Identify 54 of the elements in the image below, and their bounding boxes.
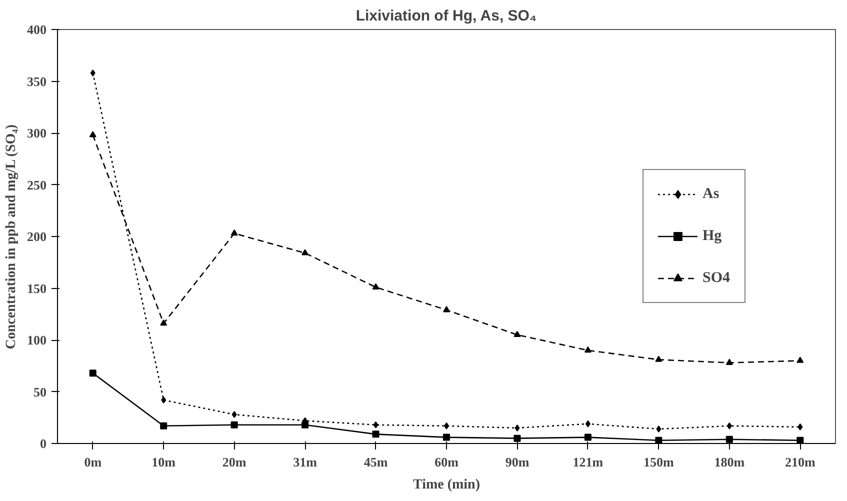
- point: [232, 411, 237, 418]
- legend-label: SO4: [702, 270, 730, 286]
- point: [90, 69, 96, 76]
- point: [726, 422, 732, 430]
- point: [726, 436, 733, 443]
- y-tick-label: 0: [40, 436, 46, 451]
- point: [514, 330, 521, 338]
- x-tick-label: 10m: [152, 454, 176, 470]
- x-tick-label: 0m: [84, 454, 102, 470]
- point: [372, 430, 380, 438]
- point: [161, 396, 166, 404]
- y-tick-label: 50: [34, 384, 46, 400]
- point: [373, 421, 378, 428]
- point: [160, 422, 168, 430]
- point: [798, 423, 803, 430]
- x-tick-label: 121m: [572, 454, 604, 470]
- point: [230, 229, 238, 236]
- point: [514, 424, 520, 432]
- point: [796, 356, 804, 363]
- x-tick-label: 90m: [505, 454, 530, 470]
- y-tick-label: 400: [27, 22, 46, 37]
- point: [372, 283, 380, 290]
- point: [89, 131, 96, 138]
- x-tick-label: 45m: [364, 454, 388, 470]
- point: [584, 346, 592, 353]
- point: [230, 421, 238, 428]
- point: [655, 356, 662, 362]
- point: [514, 434, 521, 442]
- x-tick-label: 150m: [644, 454, 674, 470]
- point: [726, 358, 733, 365]
- y-tick-label: 200: [27, 229, 46, 244]
- x-axis-title: Time (min): [412, 478, 480, 492]
- y-tick-label: 250: [27, 177, 46, 192]
- legend-label: As: [702, 186, 720, 202]
- point: [443, 306, 450, 312]
- y-tick-label: 350: [27, 74, 46, 89]
- legend-label: Hg: [702, 228, 722, 244]
- point: [443, 434, 450, 441]
- x-tick-label: 180m: [714, 454, 745, 470]
- x-tick-label: 31m: [293, 454, 318, 470]
- y-tick-label: 300: [27, 126, 46, 140]
- point: [89, 370, 96, 377]
- point: [302, 249, 309, 256]
- x-tick-label: 210m: [784, 454, 816, 470]
- point: [584, 434, 592, 441]
- point: [656, 426, 662, 433]
- chart-title: Lixiviation of Hg, As, SO₄: [356, 8, 537, 24]
- x-tick-label: 60m: [434, 454, 459, 470]
- point: [585, 420, 590, 428]
- y-tick-label: 100: [27, 332, 46, 348]
- y-tick-label: 150: [27, 280, 46, 296]
- x-tick-label: 20m: [222, 454, 246, 470]
- point: [160, 319, 168, 326]
- y-axis-title: Concentration in ppb and mg/L (SO₄): [4, 124, 19, 350]
